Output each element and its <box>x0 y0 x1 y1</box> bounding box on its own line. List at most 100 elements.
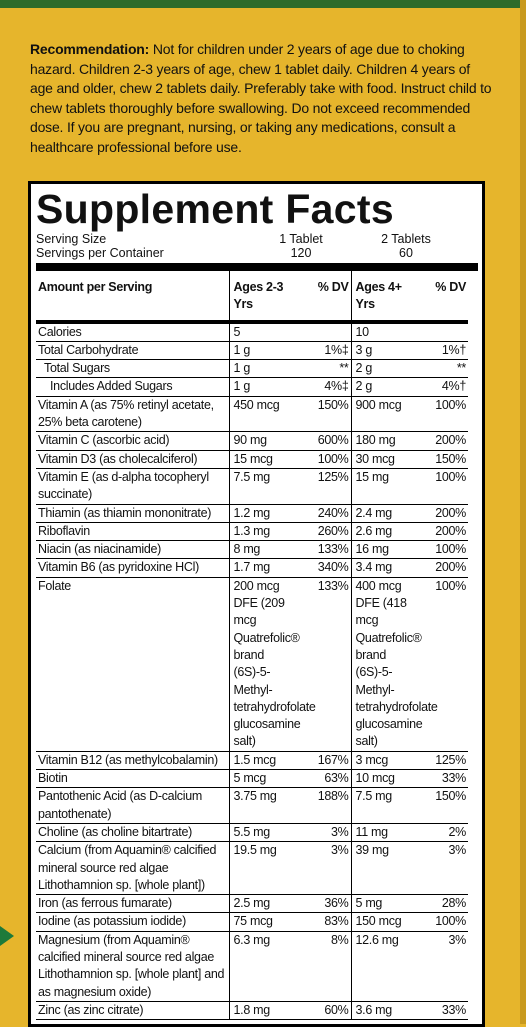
amount: 1 g <box>228 341 301 361</box>
daily-value: 3% <box>301 841 351 896</box>
nutrient-name: Folate <box>36 577 229 752</box>
amount: 1.5 mcg <box>228 751 301 771</box>
header-cell: % DV <box>301 271 351 324</box>
nutrient-name: Magnesium (from Aquamin® calcified miner… <box>36 931 229 1002</box>
nutrient-row: Vitamin B12 (as methylcobalamin) 1.5 mcg 1… <box>36 751 468 771</box>
amount: 90 mg <box>228 431 301 451</box>
daily-value: 240% <box>301 504 351 523</box>
nutrient-name: Includes Added Sugars <box>36 377 229 397</box>
amount: 5 mg <box>350 894 419 914</box>
amount: 12.6 mg <box>350 931 419 1002</box>
amount: 11 mg <box>350 823 419 843</box>
nutrient-row: Vitamin B6 (as pyridoxine HCl) 1.7 mg 340%… <box>36 558 468 578</box>
daily-value: 1%‡ <box>301 341 351 361</box>
amount: 1.7 mg <box>228 558 301 578</box>
daily-value: 200% <box>419 504 468 523</box>
edge-strip <box>520 0 526 1024</box>
header-cell: % DV <box>419 271 468 324</box>
nutrient-row: Vitamin E (as d-alpha tocopheryl succina… <box>36 468 468 505</box>
daily-value: ** <box>419 359 468 379</box>
amount: 5 mcg <box>228 769 301 789</box>
daily-value: 100% <box>419 540 468 560</box>
nutrient-name: Vitamin C (ascorbic acid) <box>36 431 229 451</box>
daily-value: 200% <box>419 522 468 542</box>
nutrient-name: Vitamin B6 (as pyridoxine HCl) <box>36 558 229 578</box>
nutrient-row: Biotin 5 mcg 63% 10 mcg 33% <box>36 769 468 789</box>
top-strip <box>0 0 526 8</box>
nutrient-row: Choline (as choline bitartrate) 5.5 mg 3% 1… <box>36 823 468 843</box>
daily-value: 28% <box>419 894 468 914</box>
nutrient-row: Riboflavin 1.3 mg 260% 2.6 mg 200% <box>36 522 468 542</box>
nutrient-row: Vitamin D3 (as cholecalciferol) 15 mcg 100… <box>36 450 468 469</box>
daily-value: 200% <box>419 558 468 578</box>
daily-value: 150% <box>419 450 468 469</box>
daily-value: 36% <box>301 894 351 914</box>
amount: 30 mcg <box>350 450 419 469</box>
amount: 2.4 mg <box>350 504 419 523</box>
nutrient-name: Iodine (as potassium iodide) <box>36 912 229 932</box>
daily-value <box>419 321 468 342</box>
daily-value: 63% <box>301 769 351 789</box>
daily-value: 4%† <box>419 377 468 397</box>
divider <box>36 263 478 271</box>
daily-value: 100% <box>301 450 351 469</box>
amount: 3.75 mg <box>228 787 301 824</box>
nutrient-name: Vitamin A (as 75% retinyl acetate, 25% b… <box>36 396 229 433</box>
nutrient-name: Iron (as ferrous fumarate) <box>36 894 229 914</box>
servings-per-container: Servings per Container 120 60 <box>36 246 478 260</box>
amount: 2.5 mg <box>228 894 301 914</box>
amount: 3 mcg <box>350 751 419 771</box>
amount: 200 mcg DFE (209 mcg Quatrefolic® brand … <box>228 577 316 752</box>
amount: 8 mg <box>228 540 301 560</box>
nutrient-name: Niacin (as niacinamide) <box>36 540 229 560</box>
daily-value <box>301 321 351 342</box>
nutrient-name: Calories <box>36 321 229 342</box>
amount: 450 mcg <box>228 396 301 433</box>
amount: 1 g <box>228 359 301 379</box>
amount: 7.5 mg <box>350 787 419 824</box>
rows: Calories 5 10 Total Carbohydrate 1 g 1%‡ 3 g 1%… <box>36 321 468 1021</box>
daily-value: 33% <box>419 769 468 789</box>
daily-value: 100% <box>419 912 468 932</box>
daily-value: 200% <box>419 431 468 451</box>
amount: 2 g <box>350 359 419 379</box>
daily-value: 188% <box>301 787 351 824</box>
daily-value: 8% <box>301 931 351 1002</box>
nutrient-name: Calcium (from Aquamin® calcified mineral… <box>36 841 229 896</box>
nutrient-row: Calcium (from Aquamin® calcified mineral… <box>36 841 468 896</box>
recommendation: Recommendation: Not for children under 2… <box>30 40 492 158</box>
daily-value: 100% <box>419 468 468 505</box>
amount: 10 <box>350 321 419 342</box>
daily-value: 4%‡ <box>301 377 351 397</box>
amount: 6.3 mg <box>228 931 301 1002</box>
nutrient-name: Zinc (as zinc citrate) <box>36 1001 229 1021</box>
nutrient-row: Pantothenic Acid (as D-calcium pantothen… <box>36 787 468 824</box>
nutrient-row: Total Carbohydrate 1 g 1%‡ 3 g 1%† <box>36 341 468 361</box>
daily-value: 3% <box>419 841 468 896</box>
daily-value: 150% <box>419 787 468 824</box>
nutrient-name: Riboflavin <box>36 522 229 542</box>
daily-value: 133% <box>301 577 351 752</box>
nutrient-name: Vitamin E (as d-alpha tocopheryl succina… <box>36 468 229 505</box>
serving-size: Serving Size 1 Tablet 2 Tablets <box>36 232 478 246</box>
recommendation-label: Recommendation: <box>30 41 150 57</box>
nutrient-row: Magnesium (from Aquamin® calcified miner… <box>36 931 468 1002</box>
nutrient-name: Thiamin (as thiamin mononitrate) <box>36 504 229 523</box>
daily-value: 33% <box>419 1001 468 1021</box>
amount: 5.5 mg <box>228 823 301 843</box>
daily-value: ** <box>301 359 351 379</box>
header-cell: Ages 4+ Yrs <box>350 271 419 324</box>
nutrient-row: Vitamin A (as 75% retinyl acetate, 25% b… <box>36 396 468 433</box>
amount: 39 mg <box>350 841 419 896</box>
daily-value: 1%† <box>419 341 468 361</box>
amount: 75 mcg <box>228 912 301 932</box>
amount: 150 mcg <box>350 912 419 932</box>
nutrient-row: Vitamin C (ascorbic acid) 90 mg 600% 180 mg… <box>36 431 468 451</box>
header-cell: Amount per Serving <box>36 271 229 324</box>
label: Serving Size <box>36 232 107 246</box>
daily-value: 260% <box>301 522 351 542</box>
amount: 7.5 mg <box>228 468 301 505</box>
amount: 1.2 mg <box>228 504 301 523</box>
amount: 180 mg <box>350 431 419 451</box>
